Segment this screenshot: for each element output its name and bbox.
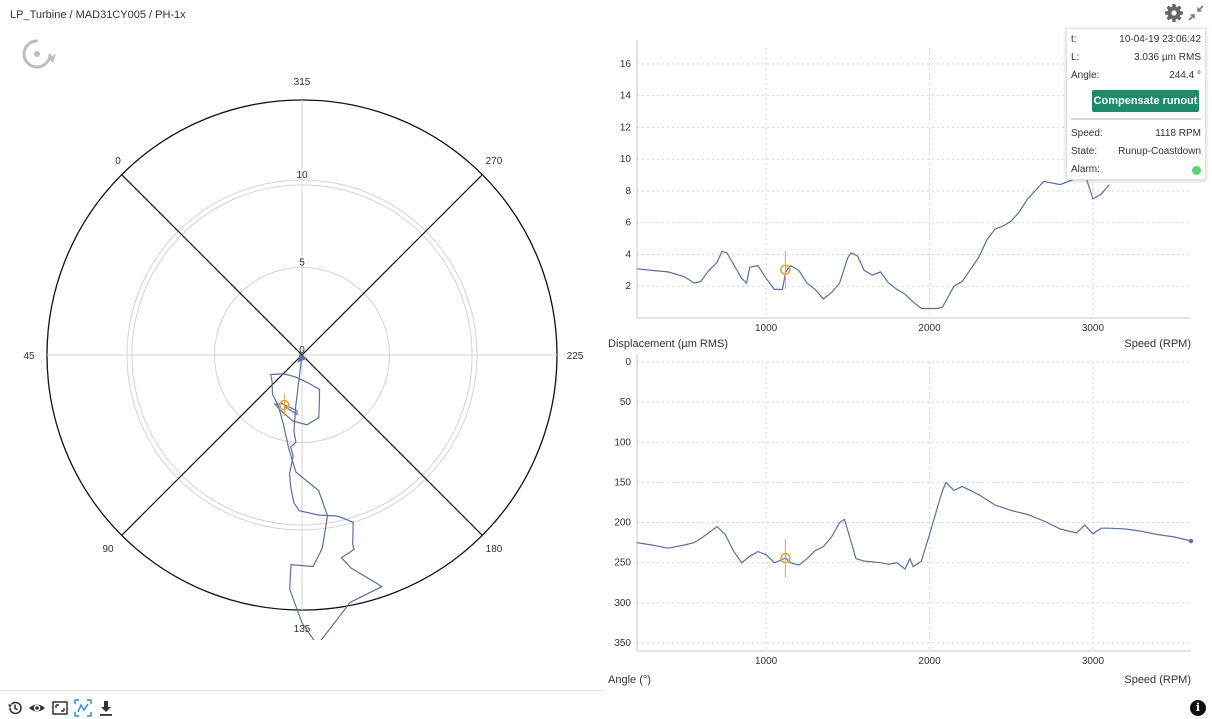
x-tick-label: 1000 [755, 323, 778, 334]
y-tick-label: 8 [625, 186, 631, 197]
polar-trace-end [297, 353, 308, 363]
polar-ring-label: 0 [299, 345, 305, 356]
time-row: t: 10-04-19 23:06:42 [1071, 34, 1201, 48]
polar-ring-label: 10 [296, 170, 308, 181]
polar-angle-label: 180 [486, 544, 503, 555]
info-icon[interactable]: i [1190, 700, 1206, 716]
angle-label: Angle: [1071, 70, 1100, 81]
polar-plot[interactable]: 0 5 10 0 315 270 225 180 135 90 45 [0, 70, 606, 640]
polar-angle-label: 270 [486, 156, 503, 167]
gear-icon[interactable] [1164, 3, 1184, 23]
y-tick-label: 350 [614, 638, 631, 649]
x-tick-label: 2000 [918, 656, 941, 667]
y-axis-label: Angle (°) [608, 674, 651, 686]
data-series-line [636, 481, 1192, 571]
polar-angle-label: 90 [102, 544, 114, 555]
alarm-label: Alarm: [1071, 164, 1100, 175]
y-tick-label: 50 [620, 397, 632, 408]
y-tick-label: 12 [620, 122, 632, 133]
speed-row: Speed: 1118 RPM [1071, 128, 1201, 142]
x-tick-label: 1000 [755, 656, 778, 667]
x-tick-label: 3000 [1082, 656, 1105, 667]
info-divider [1071, 118, 1201, 120]
history-icon[interactable] [6, 699, 24, 717]
compensate-runout-button[interactable]: Compensate runout [1092, 90, 1199, 112]
y-tick-label: 10 [620, 154, 632, 165]
polar-angle-label: 225 [567, 351, 584, 362]
compress-icon[interactable] [1188, 5, 1204, 21]
x-tick-label: 3000 [1082, 323, 1105, 334]
alarm-indicator [1192, 166, 1201, 175]
toolbar-divider [0, 690, 603, 691]
x-tick-label: 2000 [918, 323, 941, 334]
angle-value: 244.4 ° [1169, 70, 1201, 81]
polar-angle-label: 135 [294, 624, 311, 635]
y-tick-label: 100 [614, 437, 631, 448]
state-row: State: Runup-Coastdown [1071, 146, 1201, 160]
y-tick-label: 150 [614, 477, 631, 488]
y-axis-label: Displacement (µm RMS) [608, 338, 728, 350]
y-tick-label: 200 [614, 518, 631, 529]
state-value: Runup-Coastdown [1118, 146, 1201, 157]
breadcrumb: LP_Turbine / MAD31CY005 / PH-1x [10, 9, 186, 21]
time-label: t: [1071, 34, 1077, 45]
eye-icon[interactable] [28, 699, 46, 717]
y-tick-label: 4 [625, 249, 631, 260]
state-label: State: [1071, 146, 1098, 157]
download-icon[interactable] [97, 699, 115, 717]
angle-chart[interactable]: 1000 2000 3000 0 50 100 150 200 250 300 350 Angle (… [600, 352, 1212, 692]
y-tick-label: 0 [625, 357, 631, 368]
polar-angle-label: 315 [294, 77, 311, 88]
y-tick-label: 14 [620, 91, 632, 102]
x-axis-label: Speed (RPM) [1124, 338, 1191, 350]
alarm-row: Alarm: [1071, 164, 1201, 178]
level-value: 3.036 µm RMS [1134, 52, 1201, 63]
series-end-marker [1188, 538, 1194, 544]
y-tick-label: 16 [620, 59, 632, 70]
fit-icon[interactable] [74, 699, 92, 717]
info-panel: t: 10-04-19 23:06:42 L: 3.036 µm RMS Ang… [1066, 28, 1206, 180]
data-series-line [636, 172, 1110, 310]
polar-angle-label: 45 [23, 351, 35, 362]
y-tick-label: 6 [625, 218, 631, 229]
y-tick-label: 2 [625, 281, 631, 292]
time-value: 10-04-19 23:06:42 [1119, 34, 1201, 45]
level-label: L: [1071, 52, 1080, 63]
x-axis-label: Speed (RPM) [1124, 674, 1191, 686]
aspect-icon[interactable] [51, 699, 69, 717]
level-row: L: 3.036 µm RMS [1071, 52, 1201, 66]
speed-value: 1118 RPM [1155, 128, 1201, 139]
polar-angle-label: 0 [115, 156, 121, 167]
y-tick-label: 250 [614, 558, 631, 569]
polar-trace [270, 358, 384, 640]
y-tick-label: 300 [614, 598, 631, 609]
polar-ring-label: 5 [299, 258, 305, 269]
speed-label: Speed: [1071, 128, 1103, 139]
rotate-icon[interactable] [18, 36, 60, 72]
angle-row: Angle: 244.4 ° [1071, 70, 1201, 84]
